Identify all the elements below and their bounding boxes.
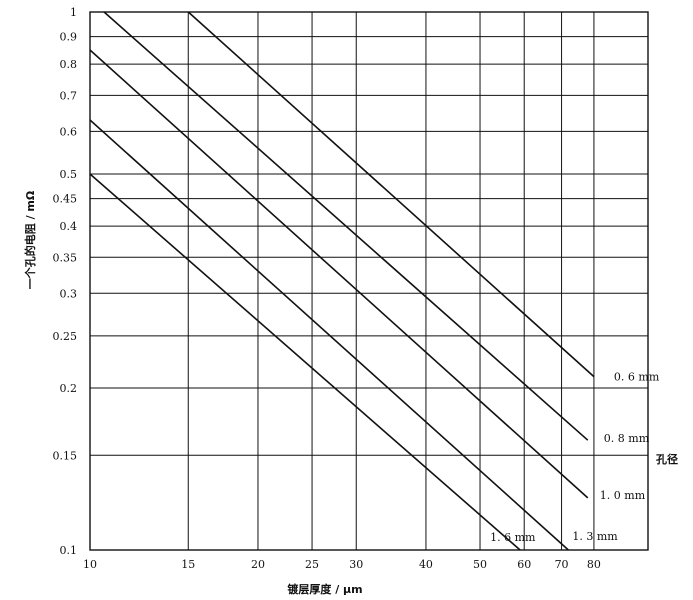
y-tick-label: 0.2 [60,382,78,395]
y-tick-label: 0.35 [53,251,78,264]
series-labels: 0. 6 mm 0. 8 mm 1. 0 mm 1. 3 mm 1. 6 mm [490,371,660,544]
x-axis-title: 镀层厚度 / μm [287,582,362,596]
y-tick-label: 0.3 [60,287,78,300]
x-tick-label: 60 [517,558,531,571]
y-tick-label: 0.25 [53,330,78,343]
series-label: 1. 3 mm [572,530,618,543]
y-tick-label: 0.1 [60,544,78,557]
x-tick-label: 40 [419,558,433,571]
y-tick-label: 0.4 [60,220,78,233]
y-tick-label: 0.8 [60,58,78,71]
y-tick-label: 1 [70,6,77,19]
series-line [89,49,589,499]
legend-title: 孔径 [656,452,678,466]
y-tick-label: 0.7 [60,89,78,102]
series-line [187,11,595,378]
y-tick-labels: 0.1 0.15 0.2 0.25 0.3 0.35 0.4 0.45 0.5 0.6 0.7 0.8… [53,6,78,557]
series-line [103,11,589,441]
series-line [89,119,569,551]
x-tick-label: 20 [251,558,265,571]
x-tick-label: 25 [305,558,319,571]
x-tick-label: 10 [83,558,97,571]
series-label: 0. 8 mm [604,432,650,445]
x-tick-label: 80 [587,558,601,571]
grid-lines [89,11,649,551]
x-tick-label: 15 [181,558,195,571]
y-tick-label: 0.45 [53,193,78,206]
series-label: 1. 6 mm [490,531,536,544]
y-tick-label: 0.6 [60,125,78,138]
x-tick-labels: 10 15 20 25 30 40 50 60 70 80 [83,558,601,571]
series-label: 1. 0 mm [600,489,646,502]
x-tick-label: 70 [555,558,569,571]
plot-frame [89,11,649,551]
y-tick-label: 0.5 [60,168,78,181]
y-axis-title: 一个孔的电阻 / mΩ [23,190,37,289]
x-tick-label: 30 [349,558,363,571]
y-tick-label: 0.9 [60,31,78,44]
series-label: 0. 6 mm [614,371,660,384]
x-tick-label: 50 [473,558,487,571]
y-tick-label: 0.15 [53,449,78,462]
series-line [89,173,521,551]
series-lines [89,11,595,551]
